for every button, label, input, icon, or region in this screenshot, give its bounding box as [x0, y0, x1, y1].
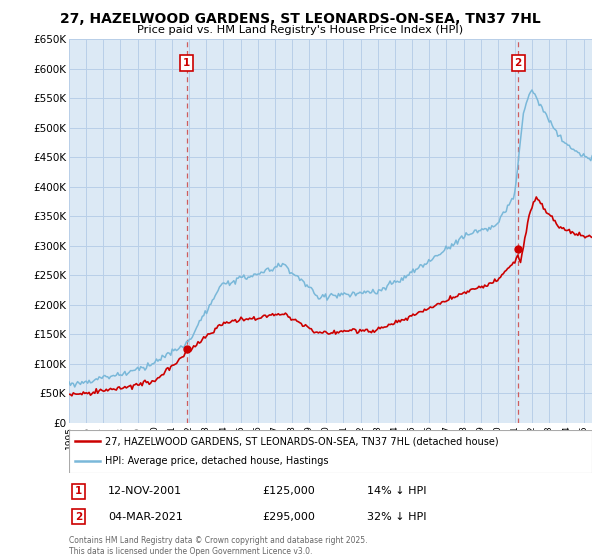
Text: Price paid vs. HM Land Registry's House Price Index (HPI): Price paid vs. HM Land Registry's House … [137, 25, 463, 35]
Text: 27, HAZELWOOD GARDENS, ST LEONARDS-ON-SEA, TN37 7HL (detached house): 27, HAZELWOOD GARDENS, ST LEONARDS-ON-SE… [104, 436, 498, 446]
Text: HPI: Average price, detached house, Hastings: HPI: Average price, detached house, Hast… [104, 456, 328, 466]
Text: 12-NOV-2001: 12-NOV-2001 [108, 487, 182, 496]
Text: £125,000: £125,000 [263, 487, 316, 496]
Text: £295,000: £295,000 [263, 512, 316, 521]
Text: 14% ↓ HPI: 14% ↓ HPI [367, 487, 427, 496]
Text: 1: 1 [75, 487, 82, 496]
Text: 2: 2 [514, 58, 522, 68]
Text: 1: 1 [183, 58, 190, 68]
Text: 2: 2 [75, 512, 82, 521]
Text: Contains HM Land Registry data © Crown copyright and database right 2025.
This d: Contains HM Land Registry data © Crown c… [69, 536, 367, 556]
FancyBboxPatch shape [69, 430, 592, 473]
Text: 32% ↓ HPI: 32% ↓ HPI [367, 512, 427, 521]
Text: 27, HAZELWOOD GARDENS, ST LEONARDS-ON-SEA, TN37 7HL: 27, HAZELWOOD GARDENS, ST LEONARDS-ON-SE… [59, 12, 541, 26]
Text: 04-MAR-2021: 04-MAR-2021 [108, 512, 183, 521]
